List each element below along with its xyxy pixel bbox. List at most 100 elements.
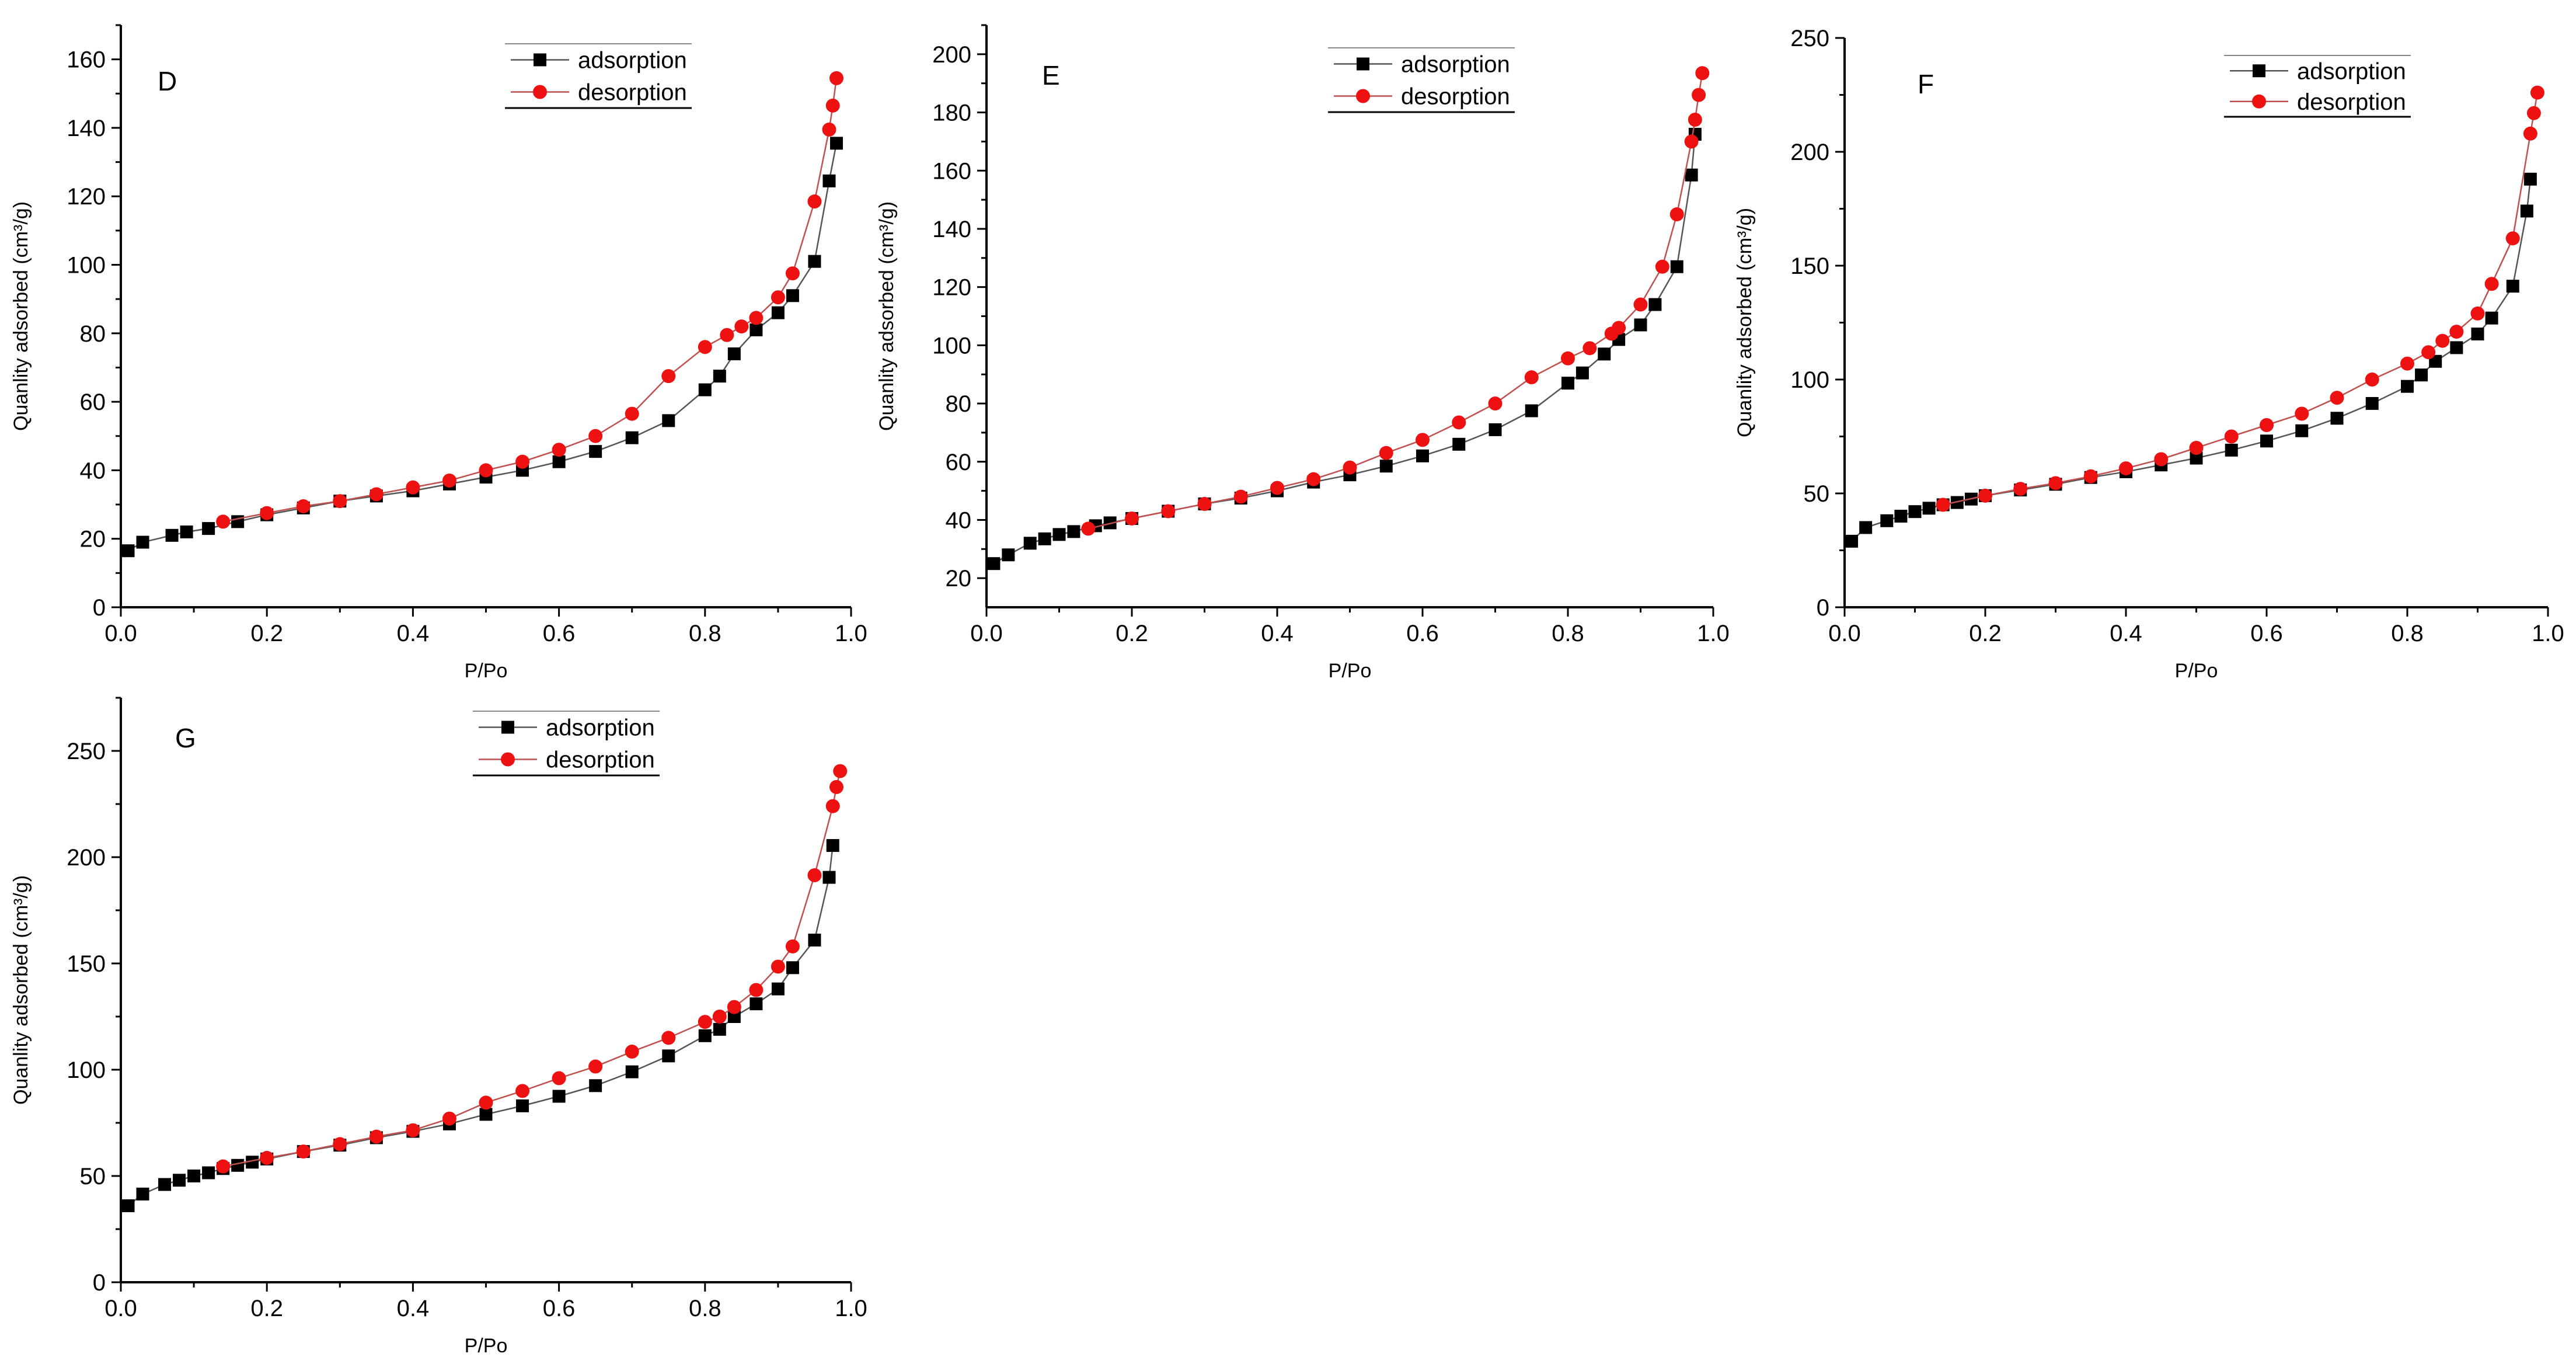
desorption-point — [296, 499, 311, 513]
adsorption-point — [136, 1187, 149, 1201]
desorption-point — [515, 1084, 530, 1098]
legend-marker-desorption — [501, 752, 515, 767]
legend: adsorption desorption — [2224, 55, 2411, 118]
adsorption-point — [727, 1010, 741, 1023]
desorption-point — [1692, 88, 1706, 102]
adsorption-point — [698, 383, 712, 396]
adsorption-point — [552, 455, 566, 468]
desorption-point — [822, 122, 836, 137]
desorption-point — [442, 474, 456, 488]
desorption-point — [661, 369, 676, 384]
adsorption-point — [158, 1178, 172, 1191]
adsorption-point — [202, 522, 215, 535]
legend-label-desorption: desorption — [546, 747, 655, 773]
panel-label: E — [1042, 60, 1060, 91]
desorption-point — [333, 1137, 347, 1151]
adsorption-point — [808, 255, 821, 268]
desorption-point — [833, 764, 848, 778]
adsorption-point — [750, 323, 763, 336]
desorption-point — [698, 340, 712, 354]
desorption-point — [1633, 297, 1648, 312]
desorption-point — [296, 1144, 311, 1159]
adsorption-point — [2295, 424, 2309, 437]
adsorption-point — [246, 1156, 259, 1169]
legend-marker-desorption — [2252, 94, 2266, 109]
adsorption-point — [1894, 510, 1908, 523]
desorption-point — [2505, 231, 2520, 246]
adsorption-point — [1525, 404, 1538, 417]
x-tick-label: 0.4 — [397, 621, 430, 646]
y-tick-label: 120 — [67, 184, 106, 210]
desorption-point — [442, 1111, 456, 1126]
desorption-point — [479, 1095, 493, 1110]
desorption-point — [2365, 373, 2379, 387]
y-tick-label: 100 — [1790, 367, 1829, 393]
adsorption-point — [2330, 412, 2344, 425]
legend-marker-desorption — [1356, 89, 1370, 103]
adsorption-point — [1052, 528, 1066, 541]
adsorption-point — [829, 137, 843, 150]
desorption-point — [807, 194, 822, 209]
adsorption-point — [516, 1099, 529, 1112]
y-tick-label: 180 — [932, 100, 971, 126]
adsorption-point — [479, 1108, 493, 1121]
legend-label-adsorption: adsorption — [2297, 58, 2406, 84]
desorption-point — [720, 328, 734, 342]
y-axis-title: Quanlity adsorbed (cm³/g) — [10, 875, 32, 1105]
x-tick-label: 0.2 — [250, 621, 283, 646]
adsorption-point — [173, 1174, 186, 1187]
y-tick-label: 40 — [80, 458, 106, 483]
x-axis-title: P/Po — [2175, 660, 2218, 682]
adsorption-point — [165, 528, 179, 542]
y-tick-label: 0 — [93, 1270, 106, 1296]
adsorption-point — [727, 347, 741, 361]
x-tick-label: 0.2 — [1116, 621, 1148, 646]
adsorption-point — [625, 1065, 639, 1078]
desorption-point — [216, 514, 231, 529]
adsorption-point — [1908, 505, 1922, 519]
panel-label: F — [1918, 69, 1934, 99]
adsorption-point — [589, 445, 602, 458]
legend-marker-adsorption — [2253, 64, 2265, 78]
x-tick-label: 0.8 — [1552, 621, 1584, 646]
adsorption-point — [2225, 443, 2238, 457]
desorption-point — [1978, 488, 1992, 503]
adsorption-point — [2450, 341, 2463, 354]
desorption-series-line — [222, 771, 841, 1167]
desorption-point — [1604, 326, 1619, 341]
y-tick-label: 100 — [67, 1057, 106, 1083]
desorption-point — [1655, 259, 1669, 274]
adsorption-point — [786, 961, 799, 975]
adsorption-point — [1859, 521, 1873, 534]
desorption-point — [1343, 460, 1357, 475]
desorption-series-line — [222, 78, 838, 523]
adsorption-point — [1489, 423, 1502, 436]
adsorption-point — [2506, 280, 2519, 293]
x-tick-label: 0.6 — [543, 1296, 576, 1321]
x-tick-label: 0.6 — [2250, 621, 2283, 646]
y-axis-title: Quanlity adsorbed (cm³/g) — [10, 201, 32, 431]
desorption-point — [1695, 66, 1710, 81]
y-tick-label: 200 — [1790, 140, 1829, 165]
desorption-point — [216, 1159, 231, 1174]
desorption-point — [2421, 345, 2436, 360]
adsorption-point — [1685, 168, 1698, 182]
desorption-point — [785, 939, 800, 954]
desorption-point — [829, 780, 843, 794]
adsorption-point — [826, 838, 839, 852]
adsorption-point — [808, 933, 821, 947]
adsorption-point — [786, 289, 799, 302]
adsorption-point — [180, 525, 193, 538]
desorption-point — [2330, 391, 2344, 405]
adsorption-point — [1598, 347, 1611, 361]
adsorption-point — [202, 1166, 215, 1179]
legend: adsorption desorption — [473, 711, 660, 777]
desorption-point — [785, 266, 800, 281]
y-tick-label: 160 — [67, 47, 106, 73]
adsorption-point — [552, 1090, 566, 1103]
desorption-point — [1582, 341, 1597, 356]
legend-marker-adsorption — [501, 721, 514, 734]
desorption-point — [406, 480, 420, 495]
adsorption-point — [662, 414, 675, 427]
